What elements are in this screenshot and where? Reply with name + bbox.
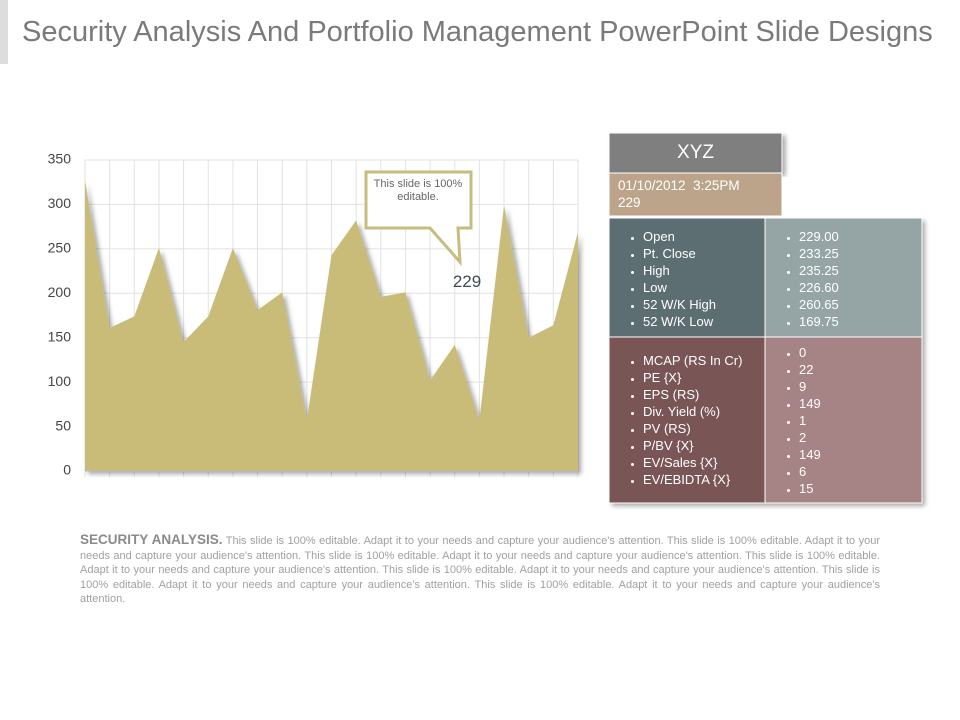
y-tick-label: 0 bbox=[63, 462, 71, 478]
table-item: 0 bbox=[799, 344, 922, 361]
table-item: 1 bbox=[799, 412, 922, 429]
table-item: High bbox=[643, 262, 765, 279]
table-price: 229 bbox=[618, 195, 641, 210]
body-text: SECURITY ANALYSIS. This slide is 100% ed… bbox=[80, 532, 880, 607]
y-tick-label: 300 bbox=[48, 195, 72, 211]
table-cell: 022914912149615 bbox=[765, 344, 922, 497]
table-item: 229.00 bbox=[799, 228, 922, 245]
cell bbox=[608, 336, 766, 504]
bullet-list: 229.00233.25235.25226.60260.65169.75 bbox=[765, 228, 922, 330]
table-item: Div. Yield (%) bbox=[643, 403, 765, 420]
table-item: Open bbox=[643, 228, 765, 245]
table-item: P/BV {X} bbox=[643, 437, 765, 454]
table-item: MCAP (RS In Cr) bbox=[643, 352, 765, 369]
annotation: 229 bbox=[452, 272, 482, 291]
table-cell: 229.00233.25235.25226.60260.65169.75 bbox=[765, 228, 922, 330]
table-date: 01/10/2012 3:25PM bbox=[618, 178, 740, 193]
table-item: EV/Sales {X} bbox=[643, 454, 765, 471]
table-item: 149 bbox=[799, 395, 922, 412]
table-item: Low bbox=[643, 279, 765, 296]
y-tick-label: 200 bbox=[48, 284, 72, 300]
cell bbox=[764, 336, 923, 504]
body-paragraph: This slide is 100% editable. Adapt it to… bbox=[80, 535, 880, 605]
table-item: 233.25 bbox=[799, 245, 922, 262]
table-cell: MCAP (RS In Cr)PE {X}EPS (RS)Div. Yield … bbox=[609, 352, 765, 488]
xyz-header-cell bbox=[608, 132, 783, 174]
table-header: XYZ bbox=[677, 142, 714, 163]
table-item: 22 bbox=[799, 361, 922, 378]
cell bbox=[608, 217, 766, 338]
table-item: 260.65 bbox=[799, 296, 922, 313]
y-tick-label: 350 bbox=[48, 151, 72, 167]
table-item: PV (RS) bbox=[643, 420, 765, 437]
cell bbox=[764, 217, 923, 338]
table-item: 52 W/K High bbox=[643, 296, 765, 313]
y-tick-label: 250 bbox=[48, 240, 72, 256]
table-item: Pt. Close bbox=[643, 245, 765, 262]
table-item: 6 bbox=[799, 463, 922, 480]
y-tick-label: 50 bbox=[55, 417, 71, 433]
table-item: 15 bbox=[799, 480, 922, 497]
table-item: 149 bbox=[799, 446, 922, 463]
table-item: 9 bbox=[799, 378, 922, 395]
table-item: 2 bbox=[799, 429, 922, 446]
bullet-list: OpenPt. CloseHighLow52 W/K High52 W/K Lo… bbox=[609, 228, 765, 330]
bullet-list: MCAP (RS In Cr)PE {X}EPS (RS)Div. Yield … bbox=[609, 352, 765, 488]
callout-box bbox=[364, 170, 473, 267]
bullet-list: 022914912149615 bbox=[765, 344, 922, 497]
table-item: 169.75 bbox=[799, 313, 922, 330]
y-tick-label: 150 bbox=[48, 328, 72, 344]
corner-bar bbox=[0, 0, 8, 64]
date-cell bbox=[608, 172, 783, 217]
table-item: 235.25 bbox=[799, 262, 922, 279]
area bbox=[85, 180, 578, 472]
body-heading: SECURITY ANALYSIS. bbox=[80, 532, 223, 547]
table-item: 52 W/K Low bbox=[643, 313, 765, 330]
table-item: EV/EBIDTA {X} bbox=[643, 471, 765, 488]
table-item: PE {X} bbox=[643, 369, 765, 386]
slide-title: Security Analysis And Portfolio Manageme… bbox=[22, 16, 933, 48]
table-item: EPS (RS) bbox=[643, 386, 765, 403]
callout-text: This slide is 100% editable. bbox=[373, 178, 463, 203]
y-tick-label: 100 bbox=[48, 373, 72, 389]
table-cell: OpenPt. CloseHighLow52 W/K High52 W/K Lo… bbox=[609, 228, 765, 330]
table-item: 226.60 bbox=[799, 279, 922, 296]
